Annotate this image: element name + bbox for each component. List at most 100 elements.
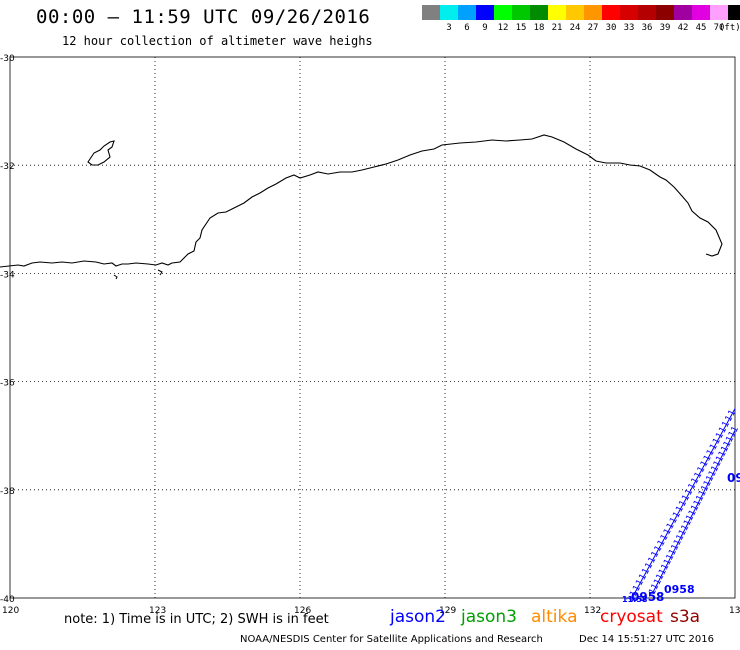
track-time-label: 1 [672,538,684,548]
track-time-label: 1 [707,469,719,479]
track-time-label: 1 [641,567,653,577]
track-time-label: 1 [652,577,664,587]
legend-bin: 15 [512,5,530,33]
track-time-label: 1 [720,444,732,454]
legend-swatch [476,5,494,20]
track-time-label: 1 [671,510,683,520]
track-time-label: 1 [718,425,730,435]
legend-label: 12 [497,23,509,33]
track-time-label: 1 [635,578,647,588]
track-time-label: 1 [675,533,687,543]
track-label: 0958 [727,471,740,485]
track-time-label: 1 [682,518,694,528]
satellite-track-line [633,408,736,596]
track-time-label: 1 [708,442,720,452]
track-time-label: 1 [631,584,643,594]
track-time-label: 1 [727,430,739,440]
legend-unit: (ft) [719,23,740,33]
legend-swatch [656,5,674,20]
track-time-label: 1 [667,548,679,558]
track-time-label: 1 [710,464,722,474]
latitude-label: -36 [0,379,15,389]
legend-label: 39 [659,23,671,33]
legend-bin: 6 [458,5,476,33]
longitude-label: 126 [294,606,311,616]
legend-bin: 12 [494,5,512,33]
track-time-label: 1 [657,567,669,577]
legend-label: 6 [464,23,470,33]
map-subtitle: 12 hour collection of altimeter wave hei… [62,34,373,48]
track-label: 11:58 [622,595,648,604]
legend-swatch [674,5,692,20]
satellite-s3a: s3a [670,607,701,627]
legend-swatch [638,5,656,20]
track-time-label: 1 [700,484,712,494]
track-time-label: 1 [660,562,672,572]
track-time-label: 1 [650,550,662,560]
legend-label: 15 [515,23,527,33]
track-time-label: 1 [695,494,707,504]
track-time-label: 1 [721,420,733,430]
track-time-label: 1 [662,527,674,537]
track-time-label: 1 [730,425,740,435]
legend-bin [728,5,740,33]
track-time-label: 1 [638,572,650,582]
track-time-label: 1 [674,504,686,514]
satellite-cryosat: cryosat [600,607,663,627]
legend-swatch [602,5,620,20]
legend-swatch [494,5,512,20]
track-time-label: 1 [662,557,674,567]
legend-swatch [440,5,458,20]
legend-bin: 30 [602,5,620,33]
generation-timestamp: Dec 14 15:51:27 UTC 2016 [579,634,714,645]
legend-swatch [458,5,476,20]
legend-bin: 45 [692,5,710,33]
track-time-label: 1 [655,572,667,582]
satellite-jason3: jason3 [461,607,517,627]
latitude-label: -34 [0,270,15,280]
map-title: 00:00 – 11:59 UTC 09/26/2016 [36,6,371,28]
legend-bin: 24 [566,5,584,33]
track-time-label: 1 [644,561,656,571]
legend-bin: 21 [548,5,566,33]
map-frame [9,56,736,599]
longitude-label: 129 [439,606,456,616]
track-time-label: 1 [717,449,729,459]
track-time-label: 1 [702,453,714,463]
track-time-label: 1 [653,544,665,554]
track-time-label: 1 [693,470,705,480]
satellite-jason2: jason2 [390,607,446,627]
legend-bin: 39 [656,5,674,33]
track-time-label: 1 [722,439,734,449]
legend-label: 30 [605,23,617,33]
longitude-label: 123 [149,606,166,616]
latitude-label: -32 [0,162,15,172]
satellite-altika: altika [531,607,578,627]
longitude-label: 132 [584,606,601,616]
track-time-label: 1 [725,435,737,445]
lat-lon-grid: 120 123 126 129 132 135 -30 -32 -34 -36 -38 -40 [0,54,740,616]
track-time-label: 1 [724,414,736,424]
track-time-label: 1 [705,448,717,458]
track-time-label: 1 [681,493,693,503]
legend-label: 27 [587,23,599,33]
legend-bin: 9 [476,5,494,33]
track-time-label: 1 [714,431,726,441]
latitude-label: -40 [0,595,15,605]
legend-bin: 3 [440,5,458,33]
track-time-label: 1 [711,437,723,447]
legend-label: 33 [623,23,635,33]
legend-label: 9 [482,23,488,33]
legend-bin [422,5,440,33]
track-time-label: 1 [628,589,640,599]
longitude-label: 135 [729,606,740,616]
track-time-label: 1 [690,503,702,513]
track-time-label: 1 [687,482,699,492]
track-time-label: 1 [665,521,677,531]
legend-swatch [530,5,548,20]
longitude-label: 120 [2,606,19,616]
south-australia-coastline [0,134,723,268]
track-time-label: 1 [670,543,682,553]
satellite-tracks: 1111111111111111111111111111111111111111… [622,408,740,604]
